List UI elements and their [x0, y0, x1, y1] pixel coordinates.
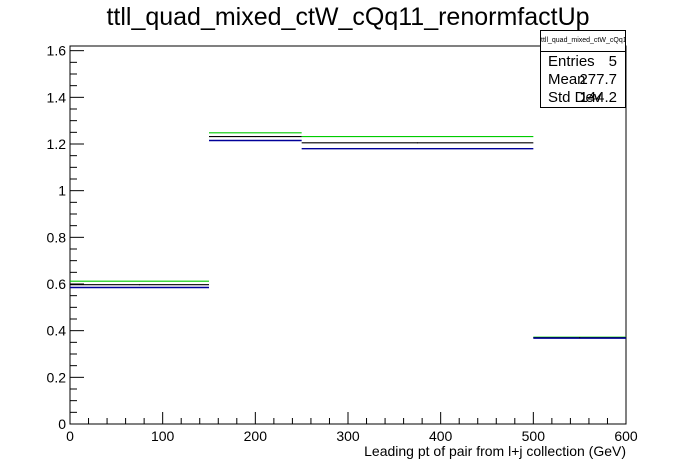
y-tick-label: 1.4 [47, 89, 67, 105]
y-tick-label: 0.2 [47, 369, 67, 385]
y-tick-label: 1.6 [47, 43, 67, 59]
stats-mean-row: Mean 277.7 [541, 71, 625, 89]
stats-entries-label: Entries [548, 53, 595, 70]
chart-title: ttll_quad_mixed_ctW_cQq11_renormfactUp [106, 3, 590, 31]
x-tick-label: 200 [244, 428, 268, 444]
y-tick-label: 1 [58, 183, 66, 199]
stats-mean-label: Mean [548, 71, 586, 88]
x-tick-label: 0 [66, 428, 74, 444]
stats-stddev-row: Std Dev 144.2 [541, 89, 625, 107]
bin-center-marker [254, 136, 256, 138]
x-tick-label: 400 [429, 428, 453, 444]
stats-mean-value: 277.7 [579, 71, 617, 88]
y-tick-label: 0.6 [47, 276, 67, 292]
stats-box: ttll_quad_mixed_ctW_cQq11_renormfactUp E… [540, 30, 626, 108]
x-tick-label: 100 [151, 428, 175, 444]
stats-stddev-value: 144.2 [579, 89, 617, 106]
x-tick-label: 300 [336, 428, 360, 444]
y-tick-label: 0 [58, 416, 66, 432]
y-tick-label: 1.2 [47, 136, 67, 152]
bin-center-marker [579, 337, 581, 339]
stats-entries-row: Entries 5 [541, 53, 625, 71]
x-tick-label: 500 [522, 428, 546, 444]
y-tick-label: 0.8 [47, 229, 67, 245]
x-axis-label: Leading pt of pair from l+j collection (… [364, 443, 626, 459]
bin-center-marker [139, 284, 140, 286]
y-tick-label: 0.4 [47, 323, 67, 339]
bin-center-marker [417, 142, 418, 144]
stats-entries-value: 5 [608, 53, 617, 70]
x-tick-label: 600 [614, 428, 638, 444]
stats-stddev-label: Std Dev [548, 89, 602, 106]
stats-box-name: ttll_quad_mixed_ctW_cQq11_renormfactUp [541, 31, 625, 52]
